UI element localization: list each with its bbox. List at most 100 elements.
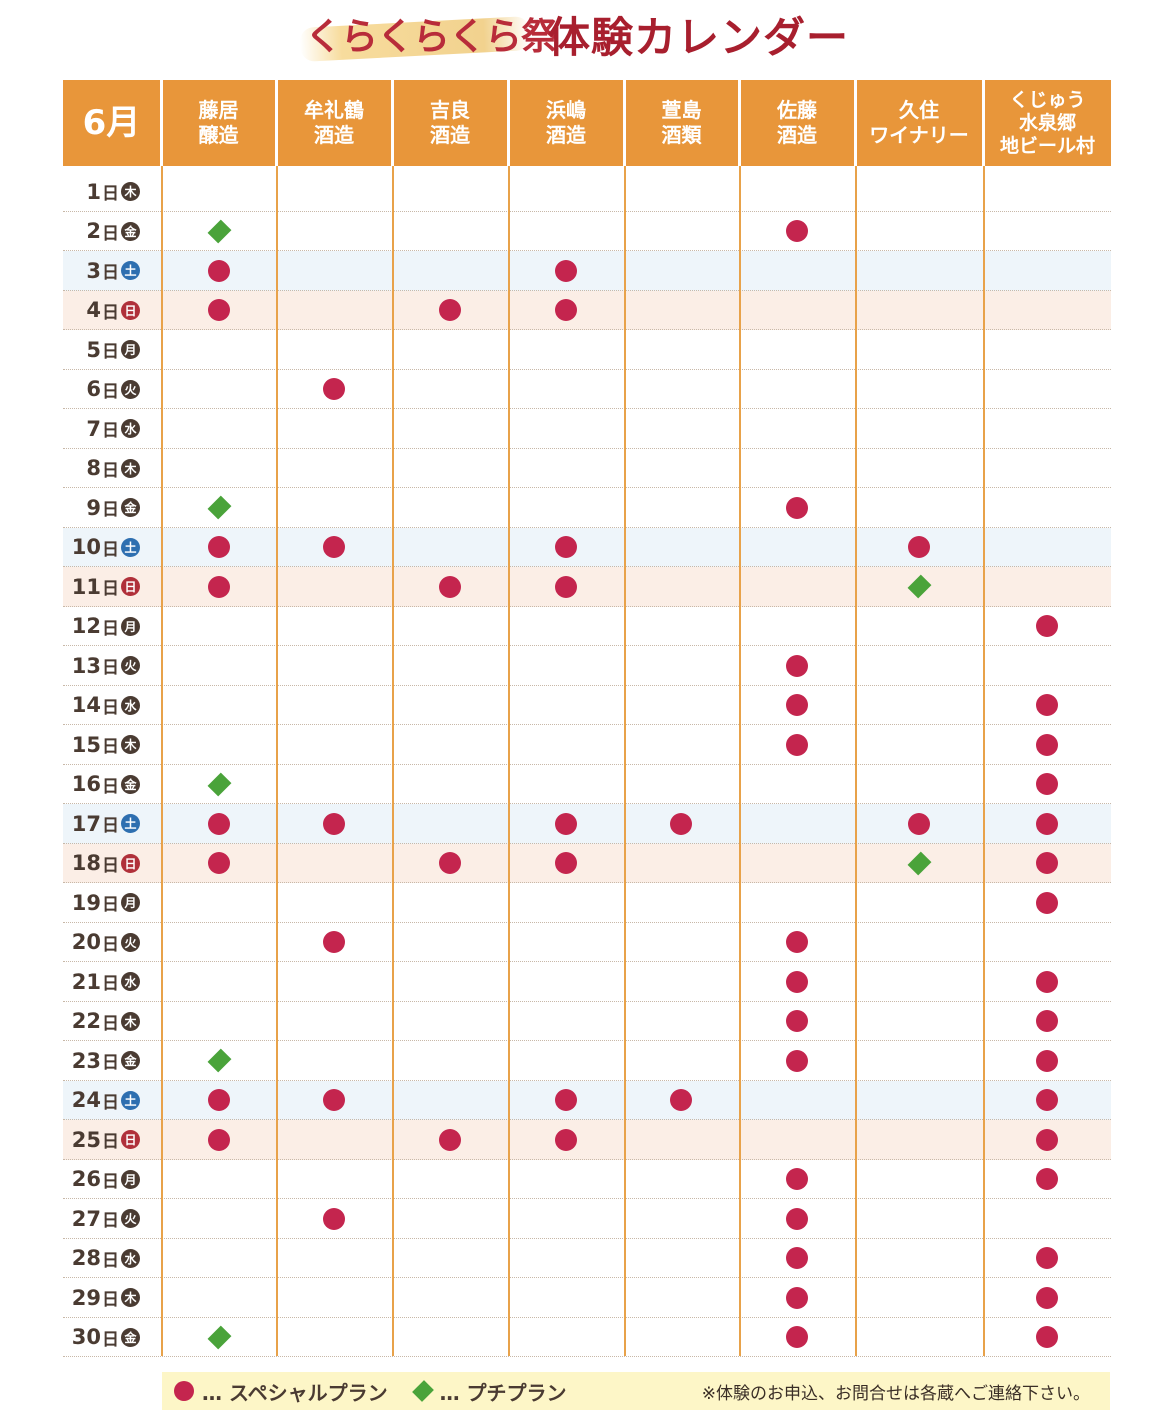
mark-hamajima (546, 528, 586, 567)
special-plan-dot-icon (323, 812, 345, 835)
petit-plan-diamond-icon (207, 1325, 231, 1349)
column-header-sato: 佐藤 酒造 (740, 80, 854, 166)
day-number: 25 (71, 1127, 101, 1152)
weekday-badge: 水 (121, 419, 140, 438)
column-header-fujii: 藤居 醸造 (162, 80, 275, 166)
mark-sato (777, 212, 817, 251)
column-divider (392, 166, 394, 1356)
weekday-badge: 金 (121, 1051, 140, 1070)
day-number: 6 (86, 377, 101, 401)
mark-fujii (199, 488, 239, 527)
mark-mureturu (314, 528, 354, 567)
weekday-badge: 日 (121, 853, 140, 873)
weekday-badge: 金 (121, 221, 140, 241)
header-divider (276, 80, 278, 166)
special-plan-dot-icon (323, 536, 345, 558)
day-suffix: 日 (102, 1092, 119, 1113)
mark-fujii (199, 212, 239, 251)
petit-plan-diamond-icon (907, 574, 931, 599)
petit-plan-diamond-icon (411, 1380, 434, 1402)
day-suffix: 日 (102, 460, 119, 481)
day-suffix: 日 (102, 618, 119, 639)
mark-fujii (199, 804, 239, 843)
mark-fujii (199, 1120, 239, 1159)
weekday-badge: 木 (121, 182, 140, 201)
special-plan-dot-icon (786, 1049, 808, 1072)
column-divider (855, 166, 857, 1356)
mark-kuju-beer (1027, 804, 1067, 843)
header-divider (392, 80, 394, 166)
mark-hamajima (546, 291, 586, 330)
day-suffix: 日 (102, 934, 119, 955)
mark-kuju-winery (899, 844, 939, 883)
header-divider (624, 80, 626, 166)
weekday-badge: 月 (121, 1169, 140, 1189)
special-plan-dot-icon (439, 299, 461, 321)
day-label: 22 日木 (63, 1002, 160, 1041)
special-plan-dot-icon (1036, 970, 1058, 993)
day-suffix: 日 (102, 1013, 119, 1034)
mark-fujii (199, 1041, 239, 1080)
special-plan-dot-icon (1036, 812, 1058, 835)
day-suffix: 日 (102, 1132, 119, 1152)
mark-kayashima (661, 804, 701, 843)
mark-kuju-beer (1027, 844, 1067, 883)
mark-kuju-beer (1027, 607, 1067, 646)
mark-kuju-beer (1027, 1160, 1067, 1199)
calendar-row: 23 日金 (63, 1041, 1111, 1081)
weekday-badge: 金 (121, 498, 140, 517)
special-plan-dot-icon (208, 1128, 230, 1151)
mark-kuju-beer (1027, 1120, 1067, 1159)
day-number: 7 (86, 416, 101, 441)
day-label: 18 日日 (63, 844, 160, 883)
day-suffix: 日 (102, 895, 119, 915)
special-plan-dot-icon (786, 694, 808, 716)
day-number: 27 (71, 1206, 101, 1231)
legend-special-label: … スペシャルプラン (202, 1380, 388, 1405)
day-number: 23 (71, 1048, 101, 1073)
special-plan-dot-icon (208, 1089, 230, 1111)
special-plan-dot-icon (323, 1089, 345, 1111)
mark-mureturu (314, 1199, 354, 1238)
day-number: 12 (71, 614, 101, 638)
special-plan-dot-icon (1036, 694, 1058, 716)
header-divider (508, 80, 510, 166)
column-header-kuju-beer: くじゅう 水泉郷 地ビール村 (984, 80, 1111, 166)
mark-sato (777, 1318, 817, 1357)
mark-kira (430, 844, 470, 883)
special-plan-dot-icon (1036, 891, 1058, 914)
day-number: 29 (71, 1285, 101, 1310)
day-number: 21 (71, 969, 101, 994)
special-plan-dot-icon (786, 1010, 808, 1032)
special-plan-dot-icon (208, 575, 230, 598)
calendar-row: 20 日火 (63, 923, 1111, 962)
day-label: 14 日水 (63, 686, 160, 725)
day-label: 23 日金 (63, 1041, 160, 1080)
weekday-badge: 火 (121, 932, 140, 952)
day-suffix: 日 (102, 500, 119, 520)
day-number: 24 (71, 1088, 101, 1112)
special-plan-dot-icon (786, 931, 808, 953)
mark-fujii (199, 1318, 239, 1357)
mark-hamajima (546, 1081, 586, 1120)
day-number: 10 (71, 535, 101, 559)
mark-fujii (199, 844, 239, 883)
day-number: 26 (71, 1167, 101, 1191)
special-plan-dot-icon (786, 1168, 808, 1190)
special-plan-dot-icon (555, 1128, 577, 1151)
day-label: 13 日火 (63, 646, 160, 685)
mark-sato (777, 923, 817, 962)
weekday-badge: 火 (121, 1209, 140, 1228)
special-plan-dot-icon (208, 812, 230, 835)
header-divider (855, 80, 857, 166)
special-plan-dot-icon (323, 931, 345, 953)
special-plan-dot-icon (786, 496, 808, 519)
special-plan-dot-icon (439, 1128, 461, 1151)
petit-plan-diamond-icon (207, 1048, 231, 1073)
day-suffix: 日 (102, 1211, 119, 1231)
special-plan-dot-icon (1036, 1010, 1058, 1032)
special-plan-dot-icon (208, 536, 230, 558)
